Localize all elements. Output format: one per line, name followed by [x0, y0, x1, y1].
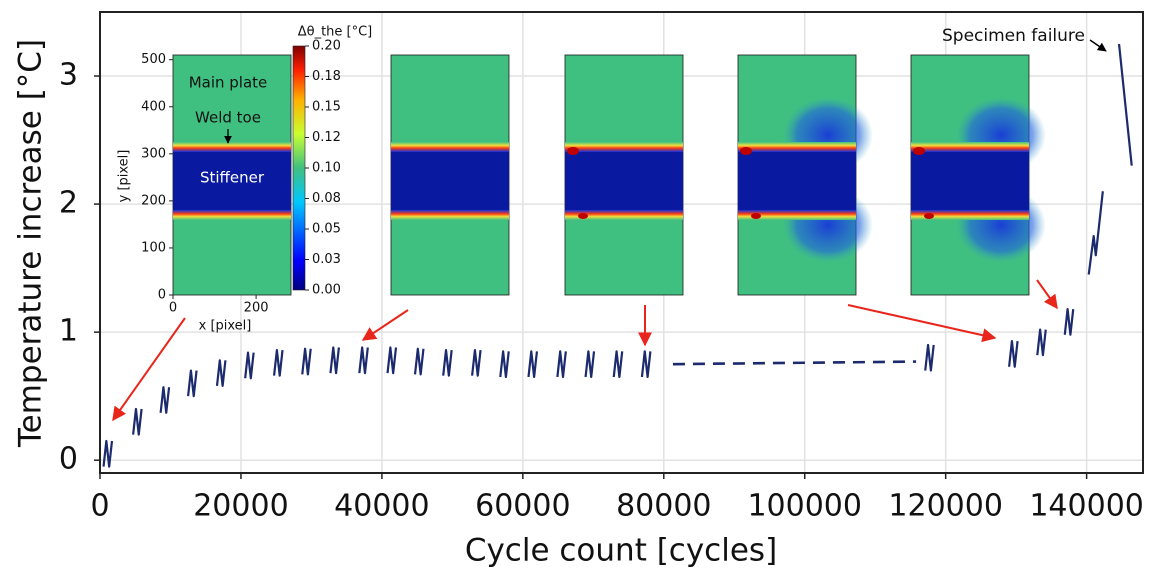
arrow — [847, 304, 997, 343]
x-tick-label: 20000 — [193, 489, 288, 524]
colorbar — [292, 45, 306, 291]
arrow — [361, 309, 409, 341]
weld-toe-bottom — [391, 210, 509, 220]
weld-toe-top — [391, 142, 509, 152]
hot-spot — [578, 213, 588, 219]
y-tick-label: 2 — [59, 186, 78, 221]
arrow — [1036, 279, 1058, 310]
hot-spot — [751, 213, 761, 219]
inset-text: Weld toe — [195, 109, 261, 127]
inset-y-tick-label: 500 — [141, 52, 166, 67]
stiffener — [173, 152, 291, 210]
weld-toe-top — [911, 142, 1029, 152]
x-tick-label: 0 — [90, 489, 109, 524]
colorbar-tick-label: 0.15 — [312, 100, 341, 115]
colorbar-tick-label: 0.20 — [312, 39, 341, 54]
marks — [102, 43, 1133, 468]
colorbar-tick-label: 0.10 — [312, 161, 341, 176]
inset-x-tick-label: 0 — [169, 301, 177, 316]
hot-spot — [567, 147, 579, 155]
inset-y-tick-label: 400 — [141, 99, 166, 114]
insets: 0 100 200 300 400 500 0 200 x [pixel] y [pixel] Ma… — [117, 25, 1046, 334]
inset-y-tick-label: 200 — [141, 193, 166, 208]
weld-toe-bottom — [738, 210, 856, 220]
colorbar-tick-label: 0.18 — [312, 69, 341, 84]
stiffener — [391, 152, 509, 210]
y-axis-label: Temperature increase [°C] — [13, 39, 49, 448]
weld-toe-top — [173, 142, 291, 152]
colorbar-tick-label: 0.12 — [312, 130, 341, 145]
stiffener — [738, 152, 856, 210]
weld-toe-bottom — [173, 210, 291, 220]
x-axis-label: Cycle count [cycles] — [465, 533, 777, 569]
x-tick-label: 140000 — [1029, 489, 1144, 524]
inset-x-tick-label: 200 — [244, 301, 269, 316]
arrows — [112, 279, 1058, 422]
colorbar-tick-label: 0.08 — [312, 191, 341, 206]
x-tick-label: 80000 — [616, 489, 711, 524]
hot-spot — [924, 213, 934, 219]
colorbar-label: Δθ_the [°C] — [298, 25, 373, 40]
weld-toe-top — [738, 142, 856, 152]
y-tick-label: 0 — [59, 442, 78, 477]
colorbar-tick-label: 0.05 — [312, 222, 341, 237]
arrow — [112, 317, 186, 422]
hot-spot — [913, 147, 925, 155]
colorbar-tick-label: 0.00 — [312, 283, 341, 298]
inset-text: Stiffener — [200, 169, 265, 187]
data-line — [672, 360, 917, 366]
weld-toe-bottom — [565, 210, 683, 220]
stiffener — [911, 152, 1029, 210]
stiffener — [565, 152, 683, 210]
y-tick-label: 1 — [59, 314, 78, 349]
data-line — [102, 43, 1133, 468]
inset-text: Main plate — [189, 74, 268, 92]
x-tick-label: 100000 — [747, 489, 862, 524]
inset-x-label: x [pixel] — [199, 319, 252, 334]
inset-y-tick-label: 300 — [141, 146, 166, 161]
colorbar-tick-label: 0.03 — [312, 252, 341, 267]
x-tick-label: 60000 — [475, 489, 570, 524]
y-tick-label: 3 — [59, 58, 78, 93]
x-tick-label: 120000 — [888, 489, 1003, 524]
weld-toe-bottom — [911, 210, 1029, 220]
x-tick-label: 40000 — [334, 489, 429, 524]
inset-y-tick-label: 0 — [158, 288, 166, 303]
failure-arrow — [1089, 39, 1107, 52]
hot-spot — [740, 147, 752, 155]
inset-y-tick-label: 100 — [141, 240, 166, 255]
plot-frame — [99, 11, 1144, 474]
annotation: Specimen failure — [942, 26, 1085, 46]
weld-toe-top — [565, 142, 683, 152]
inset-y-label: y [pixel] — [117, 150, 132, 203]
